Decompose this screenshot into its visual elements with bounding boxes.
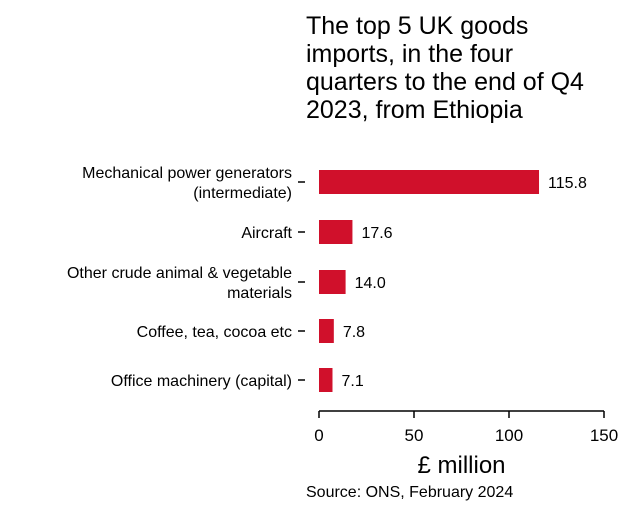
bar-4 (319, 319, 334, 343)
value-label-2: 17.6 (361, 225, 392, 242)
chart-title-line-4: 2023, from Ethiopia (306, 96, 523, 124)
category-label-1-line-1: Mechanical power generators (82, 165, 292, 182)
x-axis-title: £ million (417, 452, 505, 479)
value-label-5: 7.1 (341, 373, 363, 390)
chart-title-line-3: quarters to the end of Q4 (306, 68, 584, 96)
source-note: Source: ONS, February 2024 (306, 484, 514, 501)
category-label-3-line-1: Other crude animal & vegetable (67, 265, 292, 282)
value-label-1: 115.8 (548, 175, 587, 192)
category-label-4: Coffee, tea, cocoa etc (137, 324, 292, 341)
x-tick-label-50: 50 (405, 426, 424, 445)
bar-5 (319, 368, 333, 392)
chart-title: The top 5 UK goods imports, in the four … (306, 12, 626, 124)
value-label-3: 14.0 (355, 275, 386, 292)
chart-title-line-1: The top 5 UK goods (306, 12, 529, 40)
value-label-4: 7.8 (343, 324, 365, 341)
category-label-1-line-2: (intermediate) (193, 185, 292, 202)
category-label-5: Office machinery (capital) (111, 373, 292, 390)
x-tick-label-150: 150 (590, 426, 618, 445)
chart-title-line-2: imports, in the four (306, 40, 514, 68)
bar-2 (319, 220, 353, 244)
category-label-2: Aircraft (241, 225, 292, 242)
x-tick-label-0: 0 (314, 426, 323, 445)
x-tick-label-100: 100 (495, 426, 523, 445)
bar-1 (319, 170, 540, 194)
category-label-3-line-2: materials (227, 285, 292, 302)
bar-3 (319, 270, 346, 294)
